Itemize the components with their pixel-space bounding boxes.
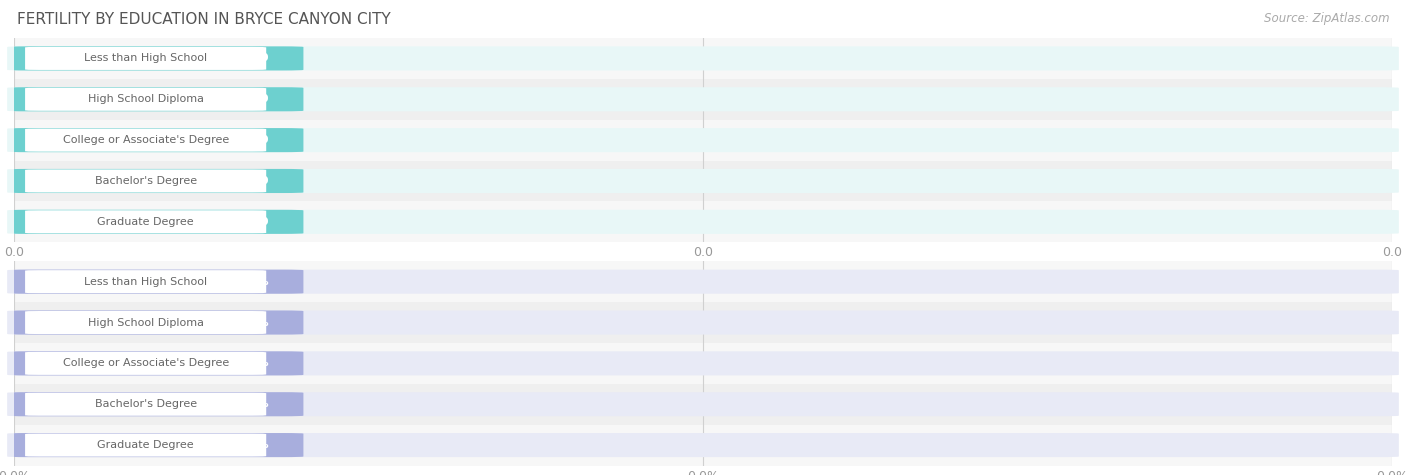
Text: 0.0: 0.0 bbox=[249, 217, 269, 227]
FancyBboxPatch shape bbox=[25, 210, 266, 233]
Text: College or Associate's Degree: College or Associate's Degree bbox=[62, 358, 229, 369]
FancyBboxPatch shape bbox=[7, 47, 304, 70]
FancyBboxPatch shape bbox=[25, 393, 266, 416]
Text: Graduate Degree: Graduate Degree bbox=[97, 217, 194, 227]
FancyBboxPatch shape bbox=[7, 352, 1399, 375]
Text: Source: ZipAtlas.com: Source: ZipAtlas.com bbox=[1264, 12, 1389, 25]
FancyBboxPatch shape bbox=[25, 434, 266, 456]
FancyBboxPatch shape bbox=[25, 170, 266, 192]
FancyBboxPatch shape bbox=[7, 128, 1399, 152]
Bar bbox=[14, 425, 1392, 466]
Text: 0.0: 0.0 bbox=[249, 135, 269, 145]
Text: Bachelor's Degree: Bachelor's Degree bbox=[94, 176, 197, 186]
Text: Less than High School: Less than High School bbox=[84, 276, 207, 287]
Text: 0.0%: 0.0% bbox=[239, 358, 269, 369]
FancyBboxPatch shape bbox=[7, 311, 304, 334]
FancyBboxPatch shape bbox=[7, 433, 304, 457]
FancyBboxPatch shape bbox=[7, 433, 1399, 457]
FancyBboxPatch shape bbox=[7, 210, 304, 234]
Bar bbox=[14, 79, 1392, 120]
Bar bbox=[14, 302, 1392, 343]
FancyBboxPatch shape bbox=[7, 392, 304, 416]
Text: Graduate Degree: Graduate Degree bbox=[97, 440, 194, 450]
Text: 0.0%: 0.0% bbox=[239, 440, 269, 450]
FancyBboxPatch shape bbox=[25, 270, 266, 293]
FancyBboxPatch shape bbox=[25, 88, 266, 111]
Text: College or Associate's Degree: College or Associate's Degree bbox=[62, 135, 229, 145]
Text: 0.0: 0.0 bbox=[249, 94, 269, 104]
Text: High School Diploma: High School Diploma bbox=[87, 94, 204, 104]
Text: 0.0%: 0.0% bbox=[239, 317, 269, 328]
FancyBboxPatch shape bbox=[7, 311, 1399, 334]
Text: High School Diploma: High School Diploma bbox=[87, 317, 204, 328]
Text: 0.0%: 0.0% bbox=[239, 276, 269, 287]
FancyBboxPatch shape bbox=[25, 352, 266, 375]
FancyBboxPatch shape bbox=[7, 169, 304, 193]
Text: FERTILITY BY EDUCATION IN BRYCE CANYON CITY: FERTILITY BY EDUCATION IN BRYCE CANYON C… bbox=[17, 12, 391, 27]
FancyBboxPatch shape bbox=[7, 128, 304, 152]
Bar bbox=[14, 38, 1392, 79]
FancyBboxPatch shape bbox=[7, 47, 1399, 70]
Text: Less than High School: Less than High School bbox=[84, 53, 207, 64]
FancyBboxPatch shape bbox=[7, 87, 304, 111]
FancyBboxPatch shape bbox=[7, 169, 1399, 193]
FancyBboxPatch shape bbox=[7, 87, 1399, 111]
Text: Bachelor's Degree: Bachelor's Degree bbox=[94, 399, 197, 409]
FancyBboxPatch shape bbox=[25, 311, 266, 334]
Bar bbox=[14, 343, 1392, 384]
Bar bbox=[14, 261, 1392, 302]
Text: 0.0: 0.0 bbox=[249, 176, 269, 186]
FancyBboxPatch shape bbox=[25, 47, 266, 70]
Bar bbox=[14, 384, 1392, 425]
FancyBboxPatch shape bbox=[7, 270, 1399, 294]
FancyBboxPatch shape bbox=[7, 392, 1399, 416]
FancyBboxPatch shape bbox=[7, 352, 304, 375]
FancyBboxPatch shape bbox=[25, 129, 266, 152]
Text: 0.0%: 0.0% bbox=[239, 399, 269, 409]
Text: 0.0: 0.0 bbox=[249, 53, 269, 64]
FancyBboxPatch shape bbox=[7, 270, 304, 294]
Bar bbox=[14, 201, 1392, 242]
FancyBboxPatch shape bbox=[7, 210, 1399, 234]
Bar bbox=[14, 120, 1392, 161]
Bar bbox=[14, 161, 1392, 201]
